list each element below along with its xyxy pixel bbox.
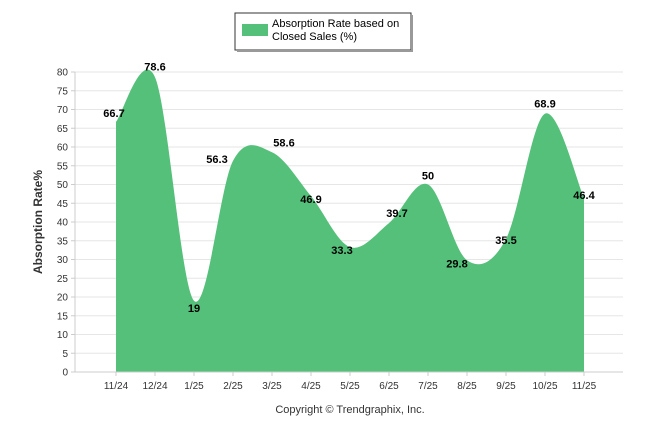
data-label-0: 66.7 (103, 108, 124, 120)
legend-label-line1: Absorption Rate based on (272, 18, 399, 30)
y-tick-label-60: 60 (57, 143, 69, 154)
x-tick-label-10: 9/25 (496, 381, 516, 392)
data-label-10: 35.5 (495, 235, 516, 247)
y-tick-label-5: 5 (62, 349, 68, 360)
data-label-11: 68.9 (534, 99, 555, 111)
data-label-3: 56.3 (206, 154, 227, 166)
x-tick-label-7: 6/25 (379, 381, 399, 392)
legend-swatch (242, 24, 268, 36)
data-label-7: 39.7 (386, 208, 407, 220)
data-label-5: 46.9 (300, 194, 321, 206)
data-label-9: 29.8 (446, 258, 467, 270)
data-label-8: 50 (422, 171, 434, 183)
x-tick-label-12: 11/25 (572, 381, 597, 392)
x-tick-label-0: 11/24 (104, 381, 129, 392)
x-tick-label-9: 8/25 (457, 381, 477, 392)
x-tick-label-6: 5/25 (340, 381, 360, 392)
legend-shadow (411, 15, 413, 52)
x-axis-ticks: 11/24 12/24 1/25 2/25 3/25 4/25 5/25 6/25 7/25 8/… (104, 372, 597, 392)
x-tick-label-1: 12/24 (142, 381, 167, 392)
x-tick-label-5: 4/25 (301, 381, 321, 392)
data-label-6: 33.3 (331, 245, 352, 257)
data-label-12: 46.4 (573, 190, 595, 202)
legend-label-line2: Closed Sales (%) (272, 31, 357, 43)
data-labels: 66.7 78.6 19 56.3 58.6 46.9 33.3 39.7 50 29.8 35.5… (103, 61, 595, 315)
y-tick-label-80: 80 (57, 68, 69, 79)
legend-shadow-bottom (237, 50, 413, 52)
y-tick-label-0: 0 (62, 368, 68, 379)
y-tick-label-45: 45 (57, 199, 69, 210)
x-tick-label-8: 7/25 (418, 381, 438, 392)
data-label-1: 78.6 (144, 61, 165, 73)
y-tick-label-35: 35 (57, 236, 69, 247)
x-tick-label-11: 10/25 (532, 381, 557, 392)
x-tick-label-4: 3/25 (262, 381, 282, 392)
y-axis-label: Absorption Rate% (31, 170, 45, 274)
y-tick-label-65: 65 (57, 124, 69, 135)
y-tick-label-75: 75 (57, 86, 69, 97)
y-axis-ticks: 0 5 10 15 20 25 30 35 40 45 50 55 60 65 70 75 80 (57, 68, 75, 379)
legend: Absorption Rate based on Closed Sales (%… (234, 12, 413, 52)
copyright-text: Copyright © Trendgraphix, Inc. (275, 404, 424, 416)
y-tick-label-10: 10 (57, 330, 69, 341)
y-tick-label-50: 50 (57, 180, 69, 191)
y-tick-label-30: 30 (57, 255, 69, 266)
data-label-4: 58.6 (273, 137, 294, 149)
x-tick-label-3: 2/25 (223, 381, 243, 392)
y-tick-label-55: 55 (57, 161, 69, 172)
x-tick-label-2: 1/25 (184, 381, 204, 392)
y-tick-label-20: 20 (57, 293, 69, 304)
data-label-2: 19 (188, 303, 200, 315)
y-tick-label-15: 15 (57, 311, 69, 322)
series-area (116, 69, 584, 372)
y-tick-label-40: 40 (57, 218, 69, 229)
y-tick-label-70: 70 (57, 105, 69, 116)
y-tick-label-25: 25 (57, 274, 69, 285)
